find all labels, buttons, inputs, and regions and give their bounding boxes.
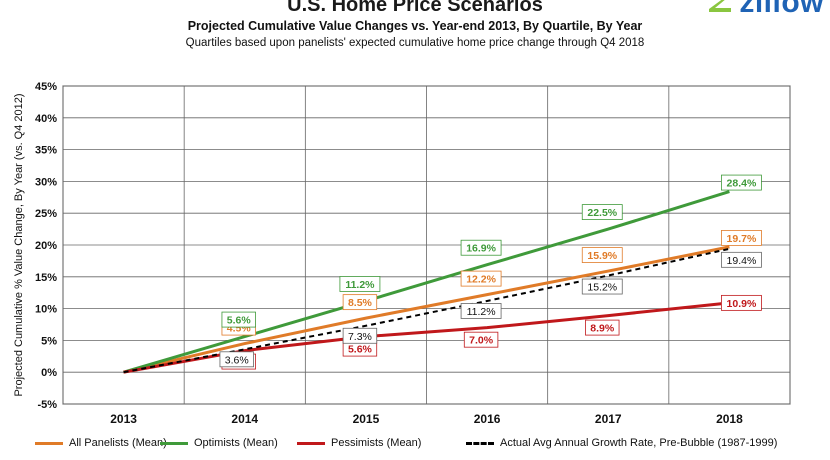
zillow-z-icon bbox=[709, 0, 732, 12]
chart-subtitle: Projected Cumulative Value Changes vs. Y… bbox=[187, 19, 643, 33]
y-tick-label: 45% bbox=[35, 81, 57, 93]
legend-swatch bbox=[466, 441, 494, 445]
legend-item: Pessimists (Mean) bbox=[297, 437, 421, 449]
x-tick-label: 2014 bbox=[231, 412, 258, 426]
data-label: 12.2% bbox=[466, 274, 496, 286]
data-label: 5.6% bbox=[227, 315, 252, 327]
y-tick-label: -5% bbox=[37, 399, 57, 411]
legend-item: Optimists (Mean) bbox=[160, 437, 278, 449]
data-label: 7.3% bbox=[348, 331, 372, 343]
data-label-box bbox=[581, 278, 623, 295]
y-tick-label: 40% bbox=[35, 113, 57, 125]
data-label-box bbox=[342, 294, 378, 311]
data-label-box bbox=[581, 247, 623, 263]
y-tick-label: 25% bbox=[35, 208, 57, 220]
data-label: 19.7% bbox=[727, 233, 757, 245]
data-label: 15.9% bbox=[587, 250, 617, 262]
chart-subsubtitle: Quartiles based upon panelists' expected… bbox=[185, 37, 645, 49]
x-tick-label: 2017 bbox=[595, 412, 622, 426]
data-label: 8.5% bbox=[348, 297, 373, 309]
x-tick-label: 2018 bbox=[716, 412, 743, 426]
data-label: 10.9% bbox=[727, 298, 757, 310]
data-label: 15.2% bbox=[587, 282, 617, 294]
legend-swatch bbox=[160, 441, 188, 445]
y-tick-label: 0% bbox=[41, 367, 57, 379]
chart-title: U.S. Home Price Scenarios bbox=[287, 0, 543, 16]
data-label-box bbox=[463, 331, 499, 348]
data-label: 11.2% bbox=[345, 279, 375, 291]
data-label-box bbox=[460, 239, 502, 256]
x-tick-label: 2016 bbox=[474, 412, 501, 426]
data-label: 19.4% bbox=[727, 255, 757, 267]
series-line-0 bbox=[123, 245, 730, 374]
data-label-box bbox=[219, 351, 254, 368]
data-label-box bbox=[721, 294, 762, 311]
data-label: 16.9% bbox=[466, 243, 496, 255]
legend-label: All Panelists (Mean) bbox=[69, 437, 167, 449]
data-label: 3.6% bbox=[225, 354, 249, 366]
data-label: 11.2% bbox=[467, 306, 496, 318]
data-label-box bbox=[460, 303, 502, 319]
y-tick-label: 5% bbox=[41, 335, 57, 347]
y-tick-label: 15% bbox=[35, 272, 57, 284]
data-label: 8.9% bbox=[590, 323, 615, 335]
legend-label: Optimists (Mean) bbox=[194, 437, 278, 449]
y-tick-label: 35% bbox=[35, 145, 57, 157]
legend-item: Actual Avg Annual Growth Rate, Pre-Bubbl… bbox=[466, 437, 777, 449]
x-tick-label: 2015 bbox=[353, 412, 380, 426]
legend-swatch bbox=[35, 441, 63, 445]
y-tick-label: 10% bbox=[35, 304, 57, 316]
y-tick-label: 30% bbox=[35, 176, 57, 188]
data-label-box bbox=[721, 174, 762, 191]
data-label-box bbox=[721, 251, 762, 268]
data-label-box bbox=[585, 319, 620, 336]
zillow-logo: zillow bbox=[705, 0, 824, 19]
legend-label: Pessimists (Mean) bbox=[331, 437, 422, 449]
y-axis-label: Projected Cumulative % Value Change, By … bbox=[13, 93, 25, 396]
data-label: 22.5% bbox=[587, 207, 617, 219]
legend-item: All Panelists (Mean) bbox=[35, 437, 167, 449]
y-tick-label: 20% bbox=[35, 240, 57, 252]
data-label-box bbox=[339, 276, 381, 292]
logo-text: zillow bbox=[739, 0, 824, 19]
data-label-box bbox=[460, 270, 502, 287]
data-label: 28.4% bbox=[727, 178, 757, 190]
data-label-box bbox=[342, 327, 378, 344]
data-label-box bbox=[221, 311, 256, 328]
chart-legend: All Panelists (Mean) Optimists (Mean) Pess… bbox=[0, 437, 830, 457]
data-label-box bbox=[581, 204, 623, 221]
legend-label: Actual Avg Annual Growth Rate, Pre-Bubbl… bbox=[500, 437, 778, 449]
series-line-1 bbox=[123, 190, 730, 374]
legend-swatch bbox=[297, 441, 325, 445]
data-label: 5.6% bbox=[348, 344, 373, 356]
data-label: 7.0% bbox=[469, 335, 494, 347]
data-label-box bbox=[721, 230, 762, 246]
x-tick-label: 2013 bbox=[110, 412, 137, 426]
